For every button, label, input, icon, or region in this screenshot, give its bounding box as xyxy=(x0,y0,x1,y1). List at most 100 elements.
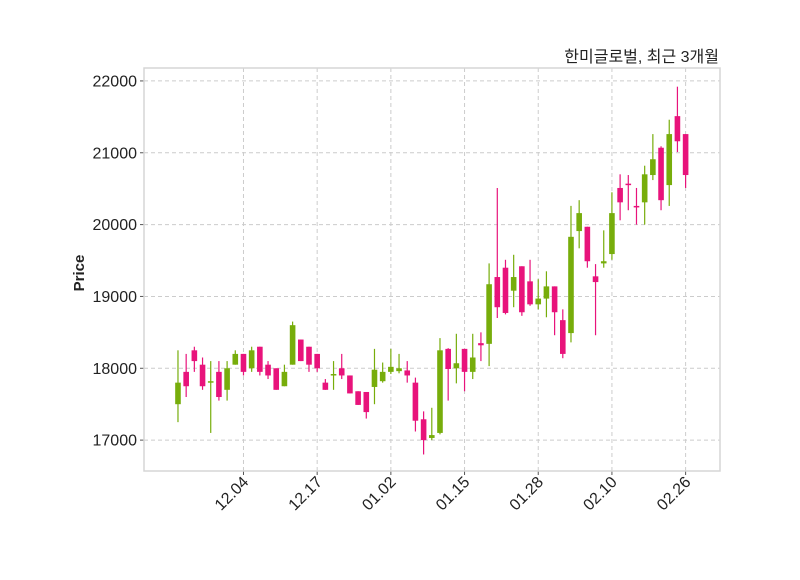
candle-up xyxy=(371,348,378,405)
y-axis-label: Price xyxy=(71,255,88,292)
candle-body xyxy=(265,364,271,376)
candle-body xyxy=(224,368,230,390)
y-tick-label: 18000 xyxy=(93,361,138,378)
candle-body xyxy=(600,261,607,264)
candle-up xyxy=(469,333,476,380)
candle-body xyxy=(322,382,329,390)
candle-body xyxy=(330,374,337,376)
candle-body xyxy=(527,281,533,305)
candle-up xyxy=(379,362,386,383)
candle-body xyxy=(420,419,427,441)
candle-body xyxy=(666,134,673,186)
candle-up xyxy=(396,353,402,374)
x-tick-label: 12.17 xyxy=(286,474,326,514)
x-tick-label: 02.10 xyxy=(580,474,620,514)
candle-down xyxy=(461,348,468,392)
candle-up xyxy=(576,200,582,249)
candle-up xyxy=(535,279,542,310)
candle-body xyxy=(437,350,443,433)
candle-up xyxy=(650,134,656,181)
x-tick-label: 01.02 xyxy=(359,474,399,514)
candle-down xyxy=(191,346,198,372)
y-tick-label: 22000 xyxy=(93,73,138,90)
candle-up xyxy=(641,165,648,225)
candle-body xyxy=(682,134,689,176)
candle-body xyxy=(396,368,402,372)
candle-down xyxy=(183,353,189,398)
candle-body xyxy=(281,371,288,387)
candle-body xyxy=(633,205,640,208)
candle-down xyxy=(297,339,304,362)
candle-body xyxy=(502,267,509,313)
candle-down xyxy=(199,357,206,390)
candle-down xyxy=(322,379,329,390)
chart-title: 한미글로벌, 최근 3개월 xyxy=(564,48,719,66)
candle-body xyxy=(232,353,239,365)
candle-body xyxy=(519,266,525,313)
candle-body xyxy=(592,276,599,283)
candle-down xyxy=(273,368,280,390)
candle-down xyxy=(420,411,427,455)
candle-body xyxy=(175,382,181,405)
grid-lines xyxy=(144,68,720,471)
candles xyxy=(175,86,689,455)
candle-up xyxy=(388,348,394,375)
candle-down xyxy=(584,226,591,268)
candle-body xyxy=(551,286,558,313)
candle-body xyxy=(445,348,451,369)
candle-body xyxy=(486,284,492,344)
candle-down xyxy=(347,375,353,394)
y-tick-label: 17000 xyxy=(93,433,138,450)
candle-body xyxy=(404,370,411,376)
candle-body xyxy=(363,391,370,413)
candle-down xyxy=(551,286,558,336)
candle-body xyxy=(461,348,468,372)
candle-up xyxy=(666,119,673,206)
candle-body xyxy=(355,391,361,405)
x-tick-label: 02.26 xyxy=(654,474,694,514)
candle-body xyxy=(617,187,623,203)
candle-up xyxy=(330,361,337,390)
candle-up xyxy=(609,192,615,260)
candle-body xyxy=(674,116,681,142)
candle-body xyxy=(207,381,214,383)
candle-down xyxy=(265,361,271,380)
y-tick-label: 20000 xyxy=(93,217,138,234)
candle-body xyxy=(453,363,460,369)
candle-body xyxy=(347,375,353,394)
candle-up xyxy=(232,350,239,365)
candle-up xyxy=(289,321,296,365)
candle-down xyxy=(633,187,640,225)
candle-body xyxy=(257,346,263,372)
candle-body xyxy=(240,353,247,372)
candle-body xyxy=(388,366,394,372)
x-tick-label: 01.15 xyxy=(433,474,473,514)
candle-down xyxy=(404,361,411,383)
candle-body xyxy=(183,371,189,387)
candle-body xyxy=(412,382,419,421)
candle-body xyxy=(338,368,345,376)
candle-body xyxy=(584,226,591,262)
candle-up xyxy=(486,263,492,367)
candle-down xyxy=(240,353,247,376)
candle-body xyxy=(641,174,648,203)
candle-down xyxy=(338,353,345,380)
candle-body xyxy=(478,343,484,346)
candle-down xyxy=(502,259,509,315)
candle-body xyxy=(428,435,435,438)
candle-up xyxy=(281,364,288,387)
candle-down xyxy=(682,134,689,188)
candle-up xyxy=(543,271,550,318)
candle-down xyxy=(592,264,599,336)
candle-body xyxy=(297,339,304,362)
candle-down xyxy=(527,259,533,306)
candle-body xyxy=(289,325,296,365)
axes: 17000 18000 19000 20000 21000 22000 12.04 12.17… xyxy=(93,73,695,514)
candle-body xyxy=(494,277,501,308)
candle-up xyxy=(175,350,181,423)
candle-down xyxy=(445,348,451,401)
candle-body xyxy=(535,298,542,305)
candle-body xyxy=(273,368,280,390)
y-tick-label: 21000 xyxy=(93,145,138,162)
